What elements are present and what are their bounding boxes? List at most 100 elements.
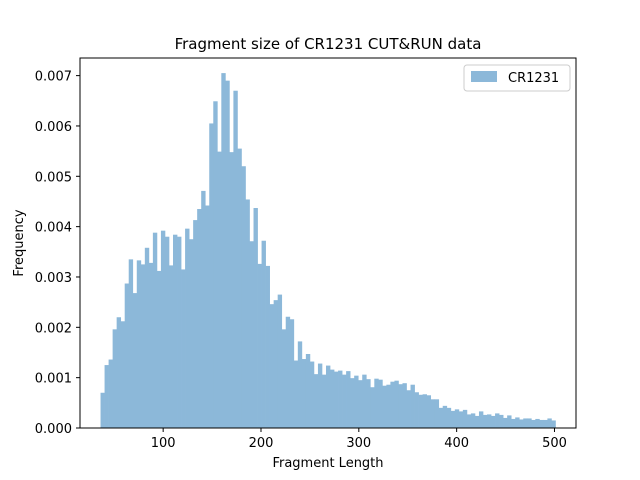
histogram-bar xyxy=(390,381,395,428)
histogram-bar xyxy=(539,419,544,428)
histogram-bar xyxy=(309,361,315,428)
histogram-bar xyxy=(265,265,270,428)
y-axis-label: Frequency xyxy=(12,209,27,276)
histogram-bar xyxy=(482,414,488,428)
histogram-bar xyxy=(450,410,456,428)
histogram-bar xyxy=(205,205,210,428)
histogram-bar xyxy=(330,369,335,428)
histogram-bar xyxy=(454,409,460,428)
histogram-bar xyxy=(470,413,476,428)
histogram-bar xyxy=(350,378,355,428)
histogram-bar xyxy=(225,80,230,429)
histogram-bar xyxy=(418,394,423,428)
histogram-bar xyxy=(229,152,234,428)
histogram-bar xyxy=(144,247,150,428)
histogram-bar xyxy=(112,329,117,428)
histogram-bar xyxy=(313,374,319,428)
y-tick-label: 0.004 xyxy=(35,221,72,236)
histogram-bar xyxy=(181,269,186,428)
histogram-bar xyxy=(495,413,500,428)
histogram-bar xyxy=(531,419,536,428)
histogram-bar xyxy=(321,374,327,428)
histogram-bar xyxy=(503,417,508,428)
histogram-bar xyxy=(148,262,154,428)
histogram-bar xyxy=(164,236,170,428)
x-tick-label: 100 xyxy=(151,436,176,451)
histogram-bar xyxy=(108,359,113,428)
histogram-bar xyxy=(156,270,162,428)
legend-label: CR1231 xyxy=(508,71,559,86)
histogram-bar xyxy=(124,283,130,428)
histogram-bar xyxy=(249,241,254,428)
histogram-bar xyxy=(511,418,516,428)
y-tick-label: 0.000 xyxy=(35,422,72,437)
x-axis: 100 200 300 400 500 xyxy=(151,428,567,451)
histogram-bar xyxy=(402,383,407,428)
histogram-bar xyxy=(128,259,134,428)
histogram-bar xyxy=(491,415,496,428)
y-tick-label: 0.001 xyxy=(35,372,72,387)
x-tick-label: 400 xyxy=(444,436,469,451)
histogram-bar xyxy=(535,418,540,428)
histogram-bar xyxy=(221,73,226,428)
histogram-bar xyxy=(523,418,528,428)
histogram-bar xyxy=(410,384,415,428)
histogram-bar xyxy=(422,394,427,428)
histogram-bar xyxy=(253,208,258,428)
histogram-bar xyxy=(342,374,347,428)
histogram-bar xyxy=(197,209,202,428)
histogram-bar xyxy=(261,240,266,428)
histogram-bar xyxy=(257,263,262,428)
histogram-bar xyxy=(140,264,146,428)
histogram-bar xyxy=(193,220,198,428)
histogram-bar xyxy=(382,385,387,428)
histogram-bar xyxy=(325,365,331,428)
histogram-bar xyxy=(277,294,283,428)
histogram-bar xyxy=(217,151,222,428)
histogram-bar xyxy=(116,317,122,428)
x-tick-label: 300 xyxy=(346,436,371,451)
chart-title: Fragment size of CR1231 CUT&RUN data xyxy=(175,35,482,53)
histogram-bars xyxy=(100,73,556,429)
y-tick-label: 0.005 xyxy=(35,170,72,185)
histogram-bar xyxy=(346,371,351,428)
histogram-bar xyxy=(305,354,311,428)
histogram-bar xyxy=(338,370,343,428)
y-tick-label: 0.007 xyxy=(35,70,72,85)
histogram-bar xyxy=(173,234,178,428)
histogram-bar xyxy=(354,375,359,428)
histogram-bar xyxy=(362,374,367,428)
histogram-bar xyxy=(334,371,339,428)
histogram-bar xyxy=(289,319,295,428)
histogram-bar xyxy=(543,419,548,428)
histogram-bar xyxy=(132,293,138,428)
y-tick-label: 0.002 xyxy=(35,321,72,336)
histogram-bar xyxy=(366,379,371,428)
y-tick-label: 0.003 xyxy=(35,271,72,286)
histogram-bar xyxy=(136,260,142,428)
histogram-bar xyxy=(301,359,307,428)
histogram-bar xyxy=(120,321,126,428)
histogram-bar xyxy=(466,414,472,428)
histogram-bar xyxy=(487,414,492,428)
histogram-bar xyxy=(458,411,464,428)
plot-frame xyxy=(79,57,577,429)
histogram-bar xyxy=(462,409,468,428)
histogram-bar xyxy=(386,384,391,428)
histogram-bar xyxy=(507,415,512,428)
histogram-bar xyxy=(527,418,532,428)
histogram-bar xyxy=(201,190,206,428)
histogram-bar xyxy=(434,399,440,428)
histogram-bar xyxy=(551,420,556,428)
legend: CR1231 xyxy=(463,64,571,92)
histogram-bar xyxy=(281,329,287,428)
histogram-bar xyxy=(269,304,275,428)
histogram-bar xyxy=(474,415,480,428)
histogram-bar xyxy=(515,417,520,428)
histogram-bar xyxy=(317,363,323,428)
histogram-bar xyxy=(297,341,303,428)
histogram-bar xyxy=(478,411,484,428)
histogram-bar xyxy=(160,230,166,428)
histogram-bar xyxy=(213,101,218,428)
histogram-bar xyxy=(177,236,182,428)
